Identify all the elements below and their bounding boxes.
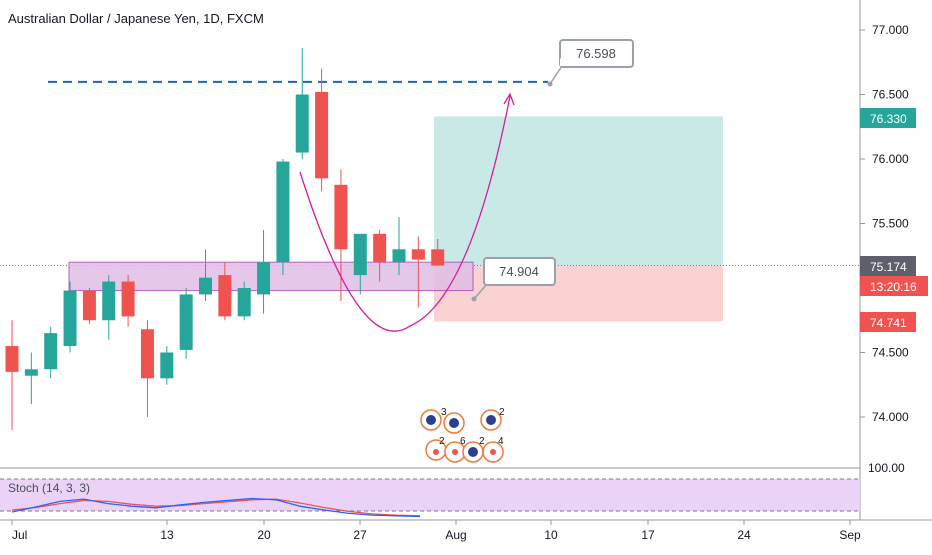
stop-price-label: 74.741 xyxy=(860,312,916,332)
y-tick-label: 76.500 xyxy=(872,88,909,102)
candle-down[interactable] xyxy=(315,91,329,179)
x-tick-label: 10 xyxy=(544,528,558,542)
current-price-bg xyxy=(860,256,916,276)
x-tick-label: 13 xyxy=(160,528,174,542)
current-price-text: 75.174 xyxy=(870,260,907,274)
x-tick-label: Sep xyxy=(839,528,861,542)
stop-price-text: 74.741 xyxy=(870,316,907,330)
stop-zone[interactable] xyxy=(434,265,723,322)
candle-down[interactable] xyxy=(5,346,19,372)
countdown-bg xyxy=(860,276,928,296)
event-count: 2 xyxy=(439,436,445,447)
candle-down[interactable] xyxy=(121,281,135,317)
callout-low[interactable]: 74.904 xyxy=(471,257,556,302)
x-tick-label: 17 xyxy=(641,528,655,542)
event-count: 3 xyxy=(441,407,447,418)
event-markers[interactable]: 3 2 2 6 2 4 xyxy=(420,407,505,463)
event-dot-icon xyxy=(433,449,439,455)
candle-up[interactable] xyxy=(257,262,271,295)
countdown-text: 13:20:16 xyxy=(870,280,917,294)
stoch-axis-label: 100.00 xyxy=(868,461,905,475)
flag-icon xyxy=(449,418,459,428)
candle-down[interactable] xyxy=(431,249,445,266)
target-price-label: 76.330 xyxy=(860,108,916,128)
callout-high-box xyxy=(559,39,634,68)
current-price-label: 75.174 xyxy=(860,256,916,276)
callout-high-notch xyxy=(560,58,568,66)
y-tick-label: 74.000 xyxy=(872,410,909,424)
candle-up[interactable] xyxy=(276,161,290,263)
callout-high-text: 76.598 xyxy=(576,46,616,61)
support-zone[interactable] xyxy=(68,261,474,292)
candle-up[interactable] xyxy=(353,233,367,276)
candle-down[interactable] xyxy=(334,184,348,250)
event-count: 6 xyxy=(460,436,466,447)
projection-curve[interactable] xyxy=(299,95,511,332)
candle-up[interactable] xyxy=(102,281,116,321)
candle-up[interactable] xyxy=(44,333,58,370)
candle-up[interactable] xyxy=(63,290,77,347)
candle-down[interactable] xyxy=(218,275,232,317)
flag-icon xyxy=(426,415,436,425)
event-count: 4 xyxy=(498,436,504,447)
countdown-label: 13:20:16 xyxy=(860,276,928,296)
callout-low-pointer xyxy=(473,283,488,300)
price-pane[interactable] xyxy=(0,0,860,468)
y-tick-label: 75.500 xyxy=(872,217,909,231)
stoch-d-line xyxy=(11,498,421,517)
x-tick-label: 27 xyxy=(353,528,367,542)
callout-high-pointer xyxy=(549,65,563,85)
x-tick-label: 20 xyxy=(257,528,271,542)
candle-up[interactable] xyxy=(179,294,193,350)
target-zone[interactable] xyxy=(434,116,723,266)
projection-arrowhead xyxy=(503,92,515,106)
callout-low-anchor xyxy=(471,296,477,302)
x-tick-label: 24 xyxy=(737,528,751,542)
y-tick-label: 77.000 xyxy=(872,23,909,37)
flag-icon xyxy=(486,415,496,425)
event-count: 2 xyxy=(499,407,505,418)
stop-price-bg xyxy=(860,312,916,332)
callout-high[interactable]: 76.598 xyxy=(547,39,634,87)
candle-up[interactable] xyxy=(160,352,174,379)
y-tick-label: 76.000 xyxy=(872,152,909,166)
callout-low-box xyxy=(483,257,556,286)
flag-icon xyxy=(468,447,478,457)
candle-up[interactable] xyxy=(24,369,38,376)
candle-up[interactable] xyxy=(295,94,309,153)
candle-down[interactable] xyxy=(82,290,96,321)
callout-low-text: 74.904 xyxy=(499,264,539,279)
candle-down[interactable] xyxy=(411,249,425,260)
x-tick-label: Aug xyxy=(445,528,466,542)
candle-down[interactable] xyxy=(373,233,387,263)
y-tick-label: 74.500 xyxy=(872,346,909,360)
candle-down[interactable] xyxy=(140,329,154,379)
event-count: 2 xyxy=(479,436,485,447)
event-dot-icon xyxy=(490,449,496,455)
candle-up[interactable] xyxy=(199,277,212,295)
price-axis[interactable]: 77.000 76.500 76.000 75.500 74.500 74.000 xyxy=(860,23,909,424)
target-price-text: 76.330 xyxy=(870,112,907,126)
chart-title: Australian Dollar / Japanese Yen, 1D, FX… xyxy=(8,11,264,26)
candle-up[interactable] xyxy=(237,288,251,317)
stoch-indicator-label[interactable]: Stoch (14, 3, 3) xyxy=(8,481,91,495)
x-tick-label: Jul xyxy=(12,528,27,542)
candles-group xyxy=(5,48,445,430)
target-price-bg xyxy=(860,108,916,128)
candle-up[interactable] xyxy=(392,249,406,263)
time-axis[interactable]: Jul 13 20 27 Aug 10 17 24 Sep xyxy=(11,520,861,542)
stoch-k-line xyxy=(11,497,421,518)
callout-high-anchor xyxy=(547,81,553,87)
event-dot-icon xyxy=(452,449,458,455)
